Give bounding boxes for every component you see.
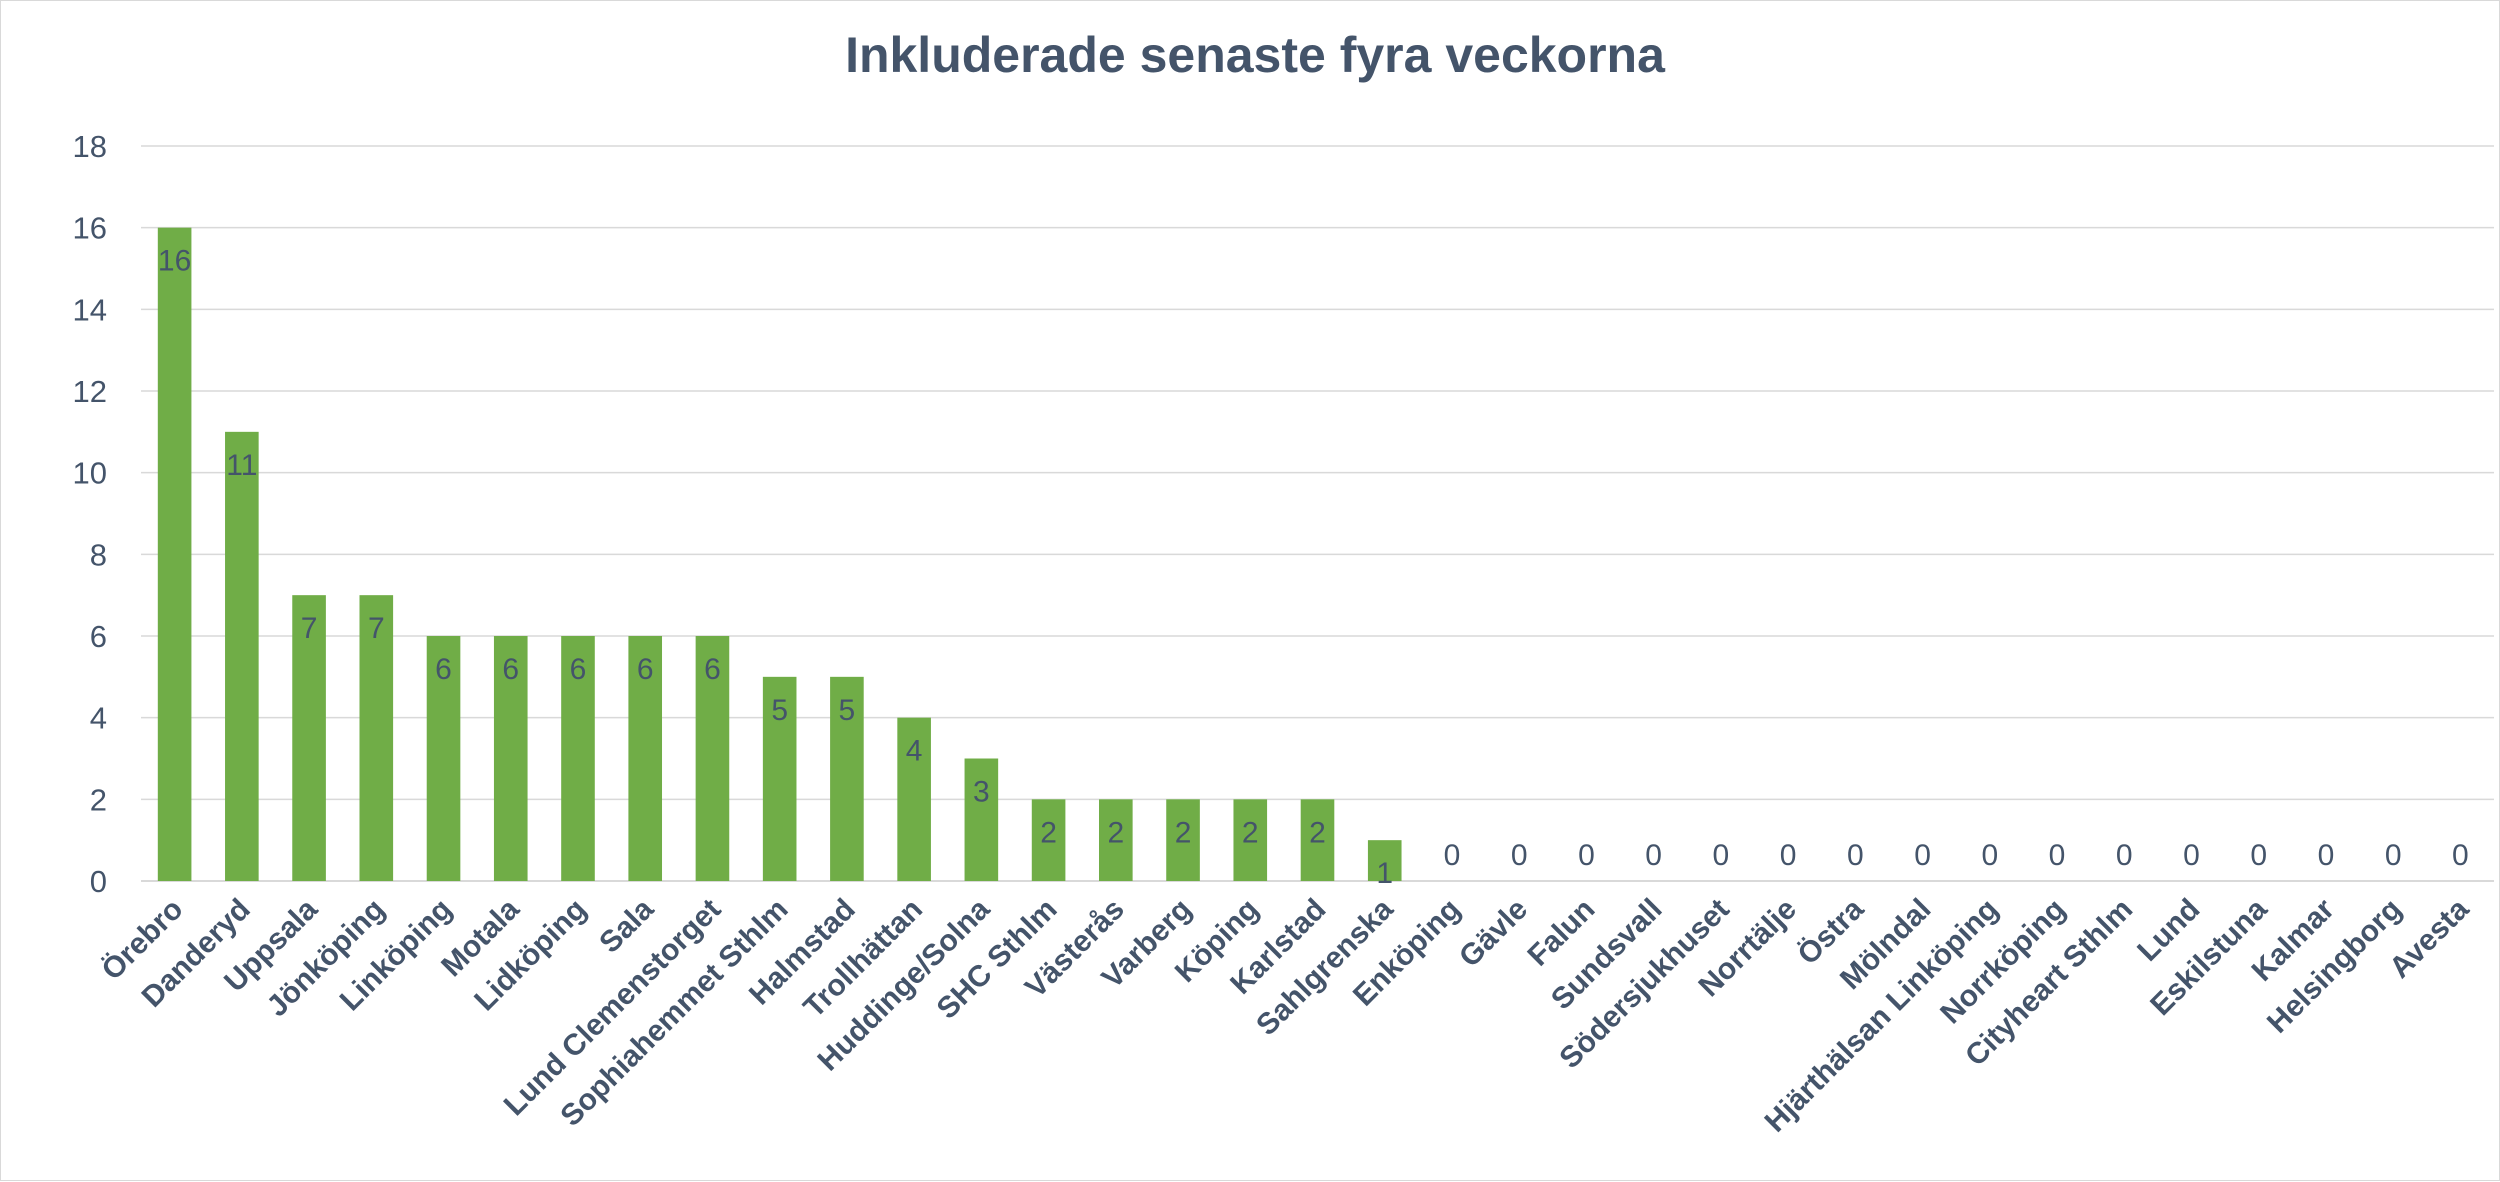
bar	[426, 636, 461, 881]
y-tick-label: 6	[90, 619, 107, 654]
y-tick-label: 2	[90, 782, 107, 817]
bar	[493, 636, 528, 881]
data-label: 0	[1713, 839, 1730, 872]
gridlines	[141, 145, 2494, 882]
data-label: 6	[704, 653, 721, 686]
y-tick-label: 4	[90, 701, 107, 736]
data-label: 0	[2049, 839, 2066, 872]
y-tick-label: 16	[73, 211, 107, 246]
data-label: 0	[2318, 839, 2335, 872]
y-tick-label: 10	[73, 456, 107, 491]
data-label: 0	[1780, 839, 1797, 872]
data-label: 5	[839, 694, 856, 727]
data-label: 0	[2250, 839, 2267, 872]
data-label: 0	[1578, 839, 1595, 872]
bar	[1099, 799, 1133, 881]
data-label: 6	[637, 653, 654, 686]
data-label: 3	[973, 776, 990, 809]
bar	[695, 636, 730, 881]
data-label: 16	[158, 245, 191, 278]
bar	[897, 717, 931, 881]
data-label: 0	[2452, 839, 2469, 872]
x-axis-ticks: ÖrebroDanderydUppsalaJönköpingLinköpingM…	[95, 892, 2475, 1138]
bar	[1166, 799, 1200, 881]
bar	[628, 636, 663, 881]
bar	[1031, 799, 1066, 881]
bar	[561, 636, 595, 881]
data-label: 0	[1444, 839, 1461, 872]
data-label: 2	[1040, 816, 1057, 849]
x-tick-label: Gävle	[1453, 893, 1534, 974]
data-label: 6	[435, 653, 452, 686]
data-label: 2	[1175, 816, 1192, 849]
data-labels: 16 11 7 7 6 6 6 6 6 5 5 4 3 2 2 2 2 2 1 0 0 0 0 0 0 0 0 0 0 0 0 0 0 0 0	[158, 245, 2469, 891]
data-label: 2	[1242, 816, 1259, 849]
data-label: 0	[1981, 839, 1998, 872]
data-label: 0	[1914, 839, 1931, 872]
data-label: 0	[2116, 839, 2133, 872]
y-tick-label: 14	[73, 292, 107, 327]
data-label: 11	[226, 449, 257, 482]
bar	[157, 227, 192, 881]
y-axis-ticks: 0 2 4 6 8 10 12 14 16 18	[73, 129, 107, 899]
data-label: 4	[906, 735, 923, 768]
chart-title: Inkluderade senaste fyra veckorna	[845, 27, 1666, 83]
data-label: 6	[570, 653, 587, 686]
y-tick-label: 0	[90, 864, 107, 899]
data-label: 1	[1376, 857, 1393, 890]
bar	[762, 676, 797, 881]
bars	[157, 227, 1402, 881]
bar	[225, 431, 259, 881]
data-label: 0	[1847, 839, 1864, 872]
y-tick-label: 8	[90, 537, 107, 572]
data-label: 0	[2183, 839, 2200, 872]
data-label: 6	[502, 653, 519, 686]
y-tick-label: 12	[73, 374, 107, 409]
data-label: 7	[301, 612, 318, 645]
bar	[1367, 840, 1402, 881]
data-label: 0	[1645, 839, 1662, 872]
bar	[359, 595, 394, 881]
bar	[292, 595, 326, 881]
bar	[964, 758, 999, 881]
data-label: 2	[1309, 816, 1326, 849]
data-label: 7	[368, 612, 385, 645]
bar	[1233, 799, 1268, 881]
y-tick-label: 18	[73, 129, 107, 164]
data-label: 2	[1107, 816, 1124, 849]
bar	[1300, 799, 1335, 881]
data-label: 0	[1511, 839, 1528, 872]
data-label: 0	[2385, 839, 2402, 872]
data-label: 5	[771, 694, 788, 727]
bar	[830, 676, 864, 881]
